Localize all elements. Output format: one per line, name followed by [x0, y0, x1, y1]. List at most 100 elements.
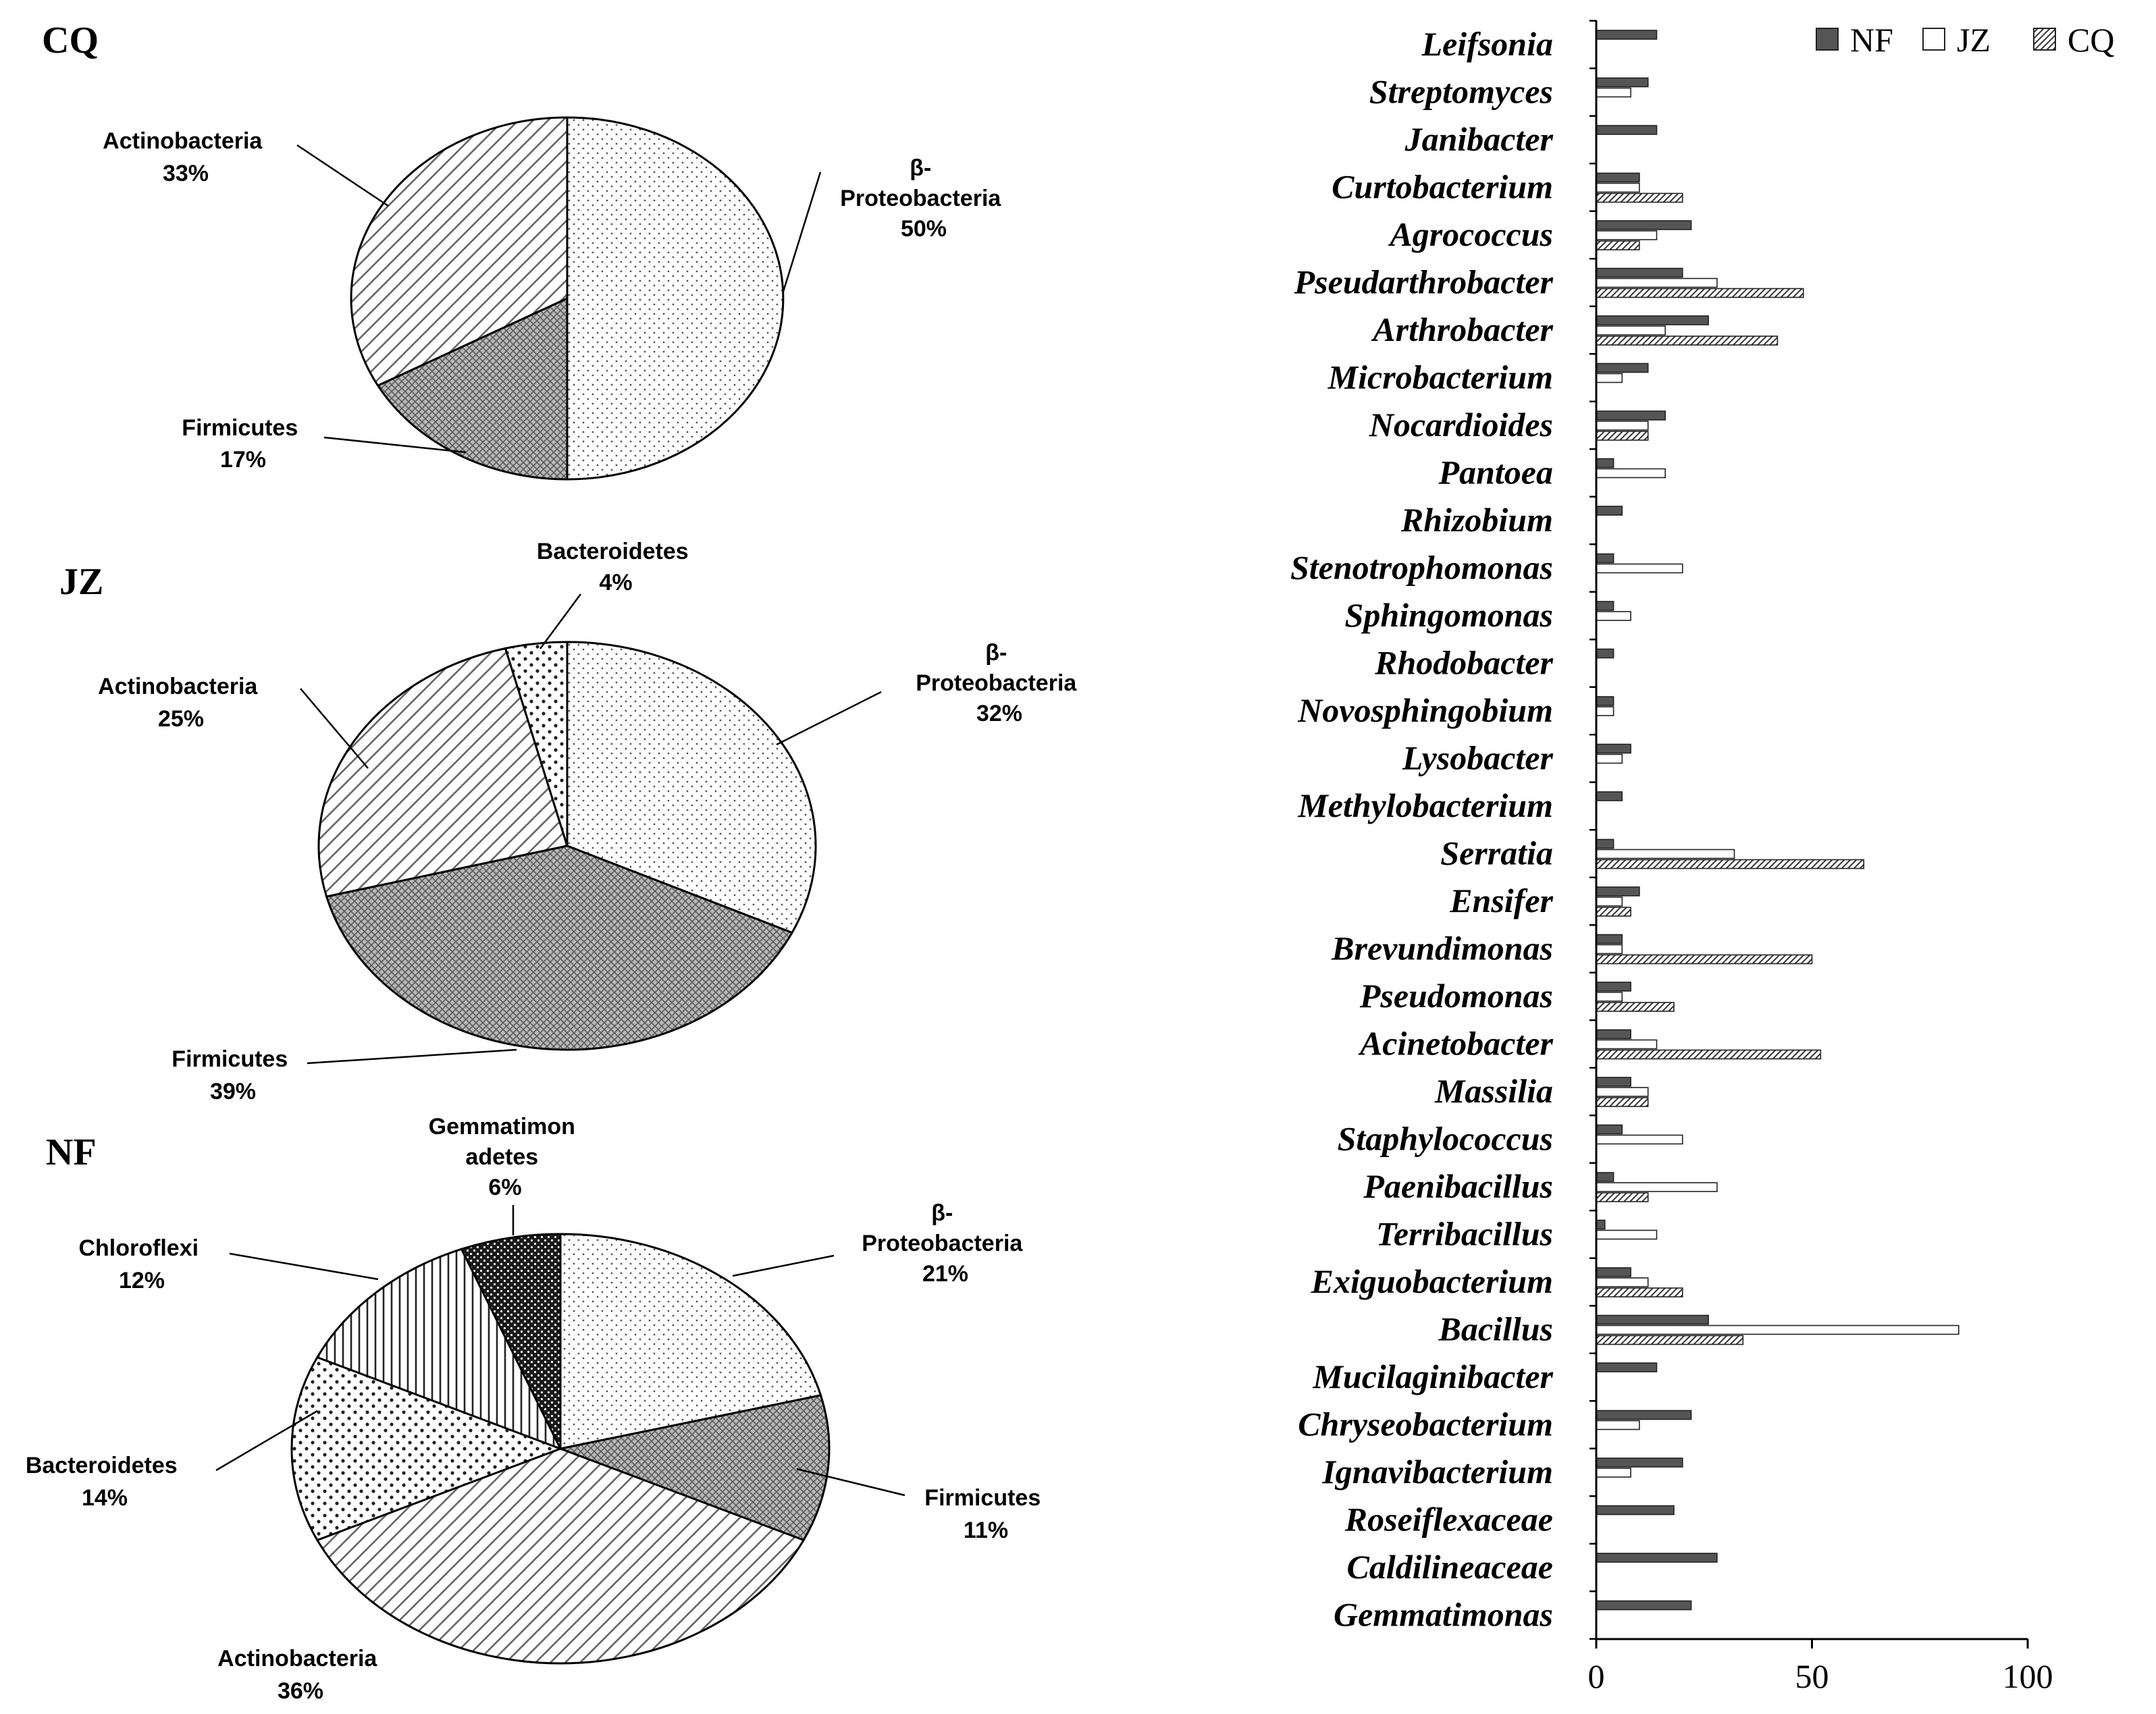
bar-chryseobacterium-nf	[1596, 1410, 1692, 1420]
pie-label-cq-actinobacteria: Actinobacteria 33%	[103, 128, 269, 186]
pie-slice-nf-firmicutes	[556, 1394, 831, 1542]
bar-staphylococcus-jz	[1596, 1134, 1683, 1145]
bar-brevundimonas-cq	[1596, 954, 1813, 965]
category-label-exiguobacterium: Exiguobacterium	[1311, 1262, 1553, 1300]
bar-acinetobacter-nf	[1596, 1029, 1631, 1040]
bar-agrococcus-jz	[1596, 230, 1658, 240]
category-label-massilia: Massilia	[1434, 1072, 1553, 1110]
category-label-roseiflexaceae: Roseiflexaceae	[1344, 1501, 1553, 1538]
bar-lysobacter-nf	[1596, 743, 1631, 754]
pie-title-nf: NF	[46, 1131, 97, 1173]
bar-serratia-nf	[1596, 838, 1614, 849]
pie-leader-cq-firmicutes	[323, 436, 467, 454]
bar-pseudomonas-jz	[1596, 992, 1623, 1002]
pie-label-jz-firmicutes: Firmicutes 39%	[172, 1046, 294, 1104]
category-label-sphingomonas: Sphingomonas	[1345, 596, 1553, 634]
x-tick-label-50: 50	[1795, 1657, 1829, 1695]
bar-exiguobacterium-nf	[1596, 1267, 1631, 1277]
pie-leader-nf-chloroflexi	[229, 1252, 379, 1281]
category-label-serratia: Serratia	[1440, 834, 1553, 872]
legend-label-jz: JZ	[1957, 21, 1991, 59]
bar-sphingomonas-jz	[1596, 611, 1631, 621]
category-label-pseudomonas: Pseudomonas	[1359, 977, 1553, 1015]
category-label-gemmatimonas: Gemmatimonas	[1334, 1596, 1553, 1634]
category-label-nocardioides: Nocardioides	[1369, 406, 1553, 444]
pie-slice-nf-proteobacteria	[559, 1233, 822, 1450]
pie-slice-jz-proteobacteria	[566, 641, 817, 934]
bar-curtobacterium-cq	[1596, 192, 1683, 203]
bar-streptomyces-nf	[1596, 77, 1649, 88]
bar-pseudarthrobacter-jz	[1596, 277, 1718, 288]
bar-microbacterium-nf	[1596, 363, 1649, 373]
pie-label-nf-firmicutes: Firmicutes 11%	[924, 1485, 1047, 1543]
legend-swatch-cq	[2033, 28, 2056, 51]
bar-arthrobacter-jz	[1596, 325, 1666, 336]
legend-swatch-nf	[1816, 28, 1839, 51]
bar-sphingomonas-nf	[1596, 601, 1614, 611]
bar-ignavibacterium-jz	[1596, 1468, 1631, 1478]
category-label-acinetobacter: Acinetobacter	[1358, 1025, 1554, 1063]
pie-slice-nf-gemmatimonadetes	[460, 1233, 562, 1449]
bar-lysobacter-jz	[1596, 753, 1623, 764]
bar-roseiflexaceae-nf	[1596, 1505, 1675, 1516]
pie-leader-jz-actinobacteria	[300, 688, 369, 769]
pie-slice-jz-firmicutes	[325, 845, 794, 1051]
category-label-chryseobacterium: Chryseobacterium	[1298, 1405, 1553, 1443]
bar-paenibacillus-jz	[1596, 1182, 1718, 1192]
pie-leader-jz-proteobacteria	[776, 691, 882, 746]
pie-slice-jz-bacteroidetes	[504, 641, 569, 847]
bar-rhodobacter-nf	[1596, 648, 1614, 659]
bar-brevundimonas-nf	[1596, 934, 1623, 944]
bar-pantoea-nf	[1596, 458, 1614, 468]
category-label-terribacillus: Terribacillus	[1376, 1215, 1553, 1253]
x-tick-label-100: 100	[2003, 1657, 2053, 1695]
pie-slice-nf-actinobacteria	[315, 1447, 806, 1665]
bar-mucilaginibacter-nf	[1596, 1362, 1658, 1372]
bar-bacillus-jz	[1596, 1324, 1960, 1335]
pie-label-jz-actinobacteria: Actinobacteria 25%	[98, 674, 264, 732]
bar-terribacillus-nf	[1596, 1219, 1606, 1230]
category-label-streptomyces: Streptomyces	[1369, 73, 1553, 111]
category-label-staphylococcus: Staphylococcus	[1338, 1120, 1553, 1158]
category-label-stenotrophomonas: Stenotrophomonas	[1290, 549, 1553, 587]
pie-label-cq-proteobacteria: β- Proteobacteria 50%	[840, 155, 1007, 242]
bar-massilia-nf	[1596, 1077, 1631, 1087]
pie-leader-jz-firmicutes	[307, 1048, 517, 1065]
bar-paenibacillus-cq	[1596, 1192, 1649, 1202]
pie-slice-cq-actinobacteria	[350, 116, 569, 387]
category-label-lysobacter: Lysobacter	[1402, 739, 1554, 777]
bar-ensifer-jz	[1596, 896, 1623, 907]
category-label-ignavibacterium: Ignavibacterium	[1321, 1453, 1553, 1491]
bar-bacillus-nf	[1596, 1314, 1709, 1325]
bar-stenotrophomonas-jz	[1596, 563, 1683, 574]
pie-label-nf-gemmatimonadetes: Gemmatimon adetes 6%	[429, 1114, 582, 1200]
bar-acinetobacter-cq	[1596, 1049, 1822, 1060]
category-label-curtobacterium: Curtobacterium	[1332, 168, 1553, 206]
bar-ensifer-cq	[1596, 907, 1631, 917]
bar-novosphingobium-nf	[1596, 696, 1614, 706]
category-label-bacillus: Bacillus	[1438, 1310, 1553, 1348]
bar-agrococcus-cq	[1596, 240, 1640, 250]
legend-swatch-jz	[1922, 28, 1945, 51]
pie-leader-nf-proteobacteria	[732, 1254, 835, 1277]
bar-staphylococcus-nf	[1596, 1124, 1623, 1135]
category-label-arthrobacter: Arthrobacter	[1371, 311, 1553, 348]
bar-chart: Leifsonia Streptomyces Janibacter Curtobact…	[1290, 20, 2114, 1695]
pie-slice-jz-actinobacteria	[317, 647, 569, 898]
pie-slice-cq-proteobacteria	[566, 116, 785, 481]
bar-curtobacterium-jz	[1596, 182, 1640, 193]
bar-brevundimonas-jz	[1596, 944, 1623, 955]
bar-serratia-jz	[1596, 849, 1735, 859]
bar-microbacterium-jz	[1596, 373, 1623, 383]
pie-chart-nf	[215, 1205, 905, 1665]
pie-slice-cq-firmicutes	[376, 296, 569, 481]
bar-exiguobacterium-cq	[1596, 1287, 1683, 1297]
bar-nocardioides-nf	[1596, 410, 1666, 421]
category-label-rhodobacter: Rhodobacter	[1374, 644, 1553, 682]
category-label-janibacter: Janibacter	[1404, 120, 1554, 158]
pie-slice-nf-chloroflexi	[315, 1248, 563, 1451]
pie-chart-cq	[296, 116, 822, 481]
bar-gemmatimonas-nf	[1596, 1600, 1692, 1611]
bar-exiguobacterium-jz	[1596, 1277, 1649, 1287]
